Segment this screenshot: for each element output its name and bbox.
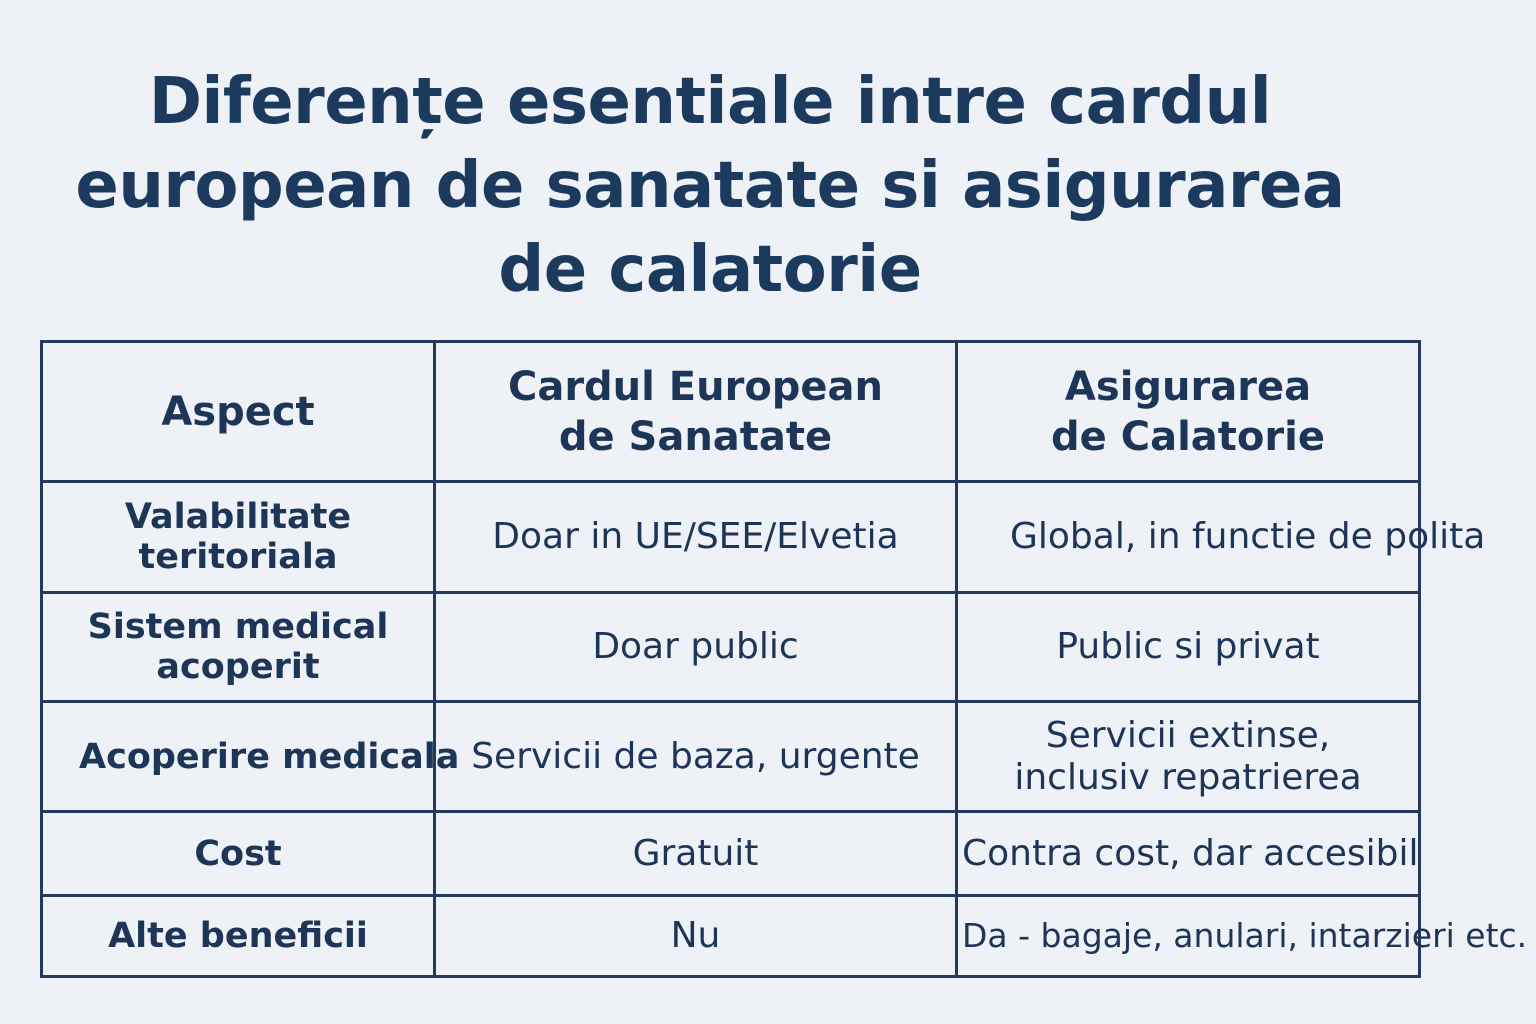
row-aspect-line-1: Acoperire medicala <box>79 736 460 777</box>
row-card-value: Nu <box>670 915 721 956</box>
row-insurance-cell: Da - bagaje, anulari, intarzieri etc. <box>955 894 1528 978</box>
header-card: Cardul European de Sanatate <box>433 340 958 483</box>
row-aspect-line-2: acoperit <box>156 647 320 687</box>
row-card-cell: Servicii de baza, urgente <box>433 700 958 813</box>
row-aspect-line-1: Alte beneficii <box>108 916 368 956</box>
table-row: Cost Gratuit Contra cost, dar accesibil <box>40 810 1421 897</box>
header-insurance-line-1: Asigurarea <box>1064 363 1312 410</box>
table-row: Acoperire medicala Servicii de baza, urg… <box>40 700 1421 813</box>
row-insurance-cell: Servicii extinse, inclusiv repatrierea <box>955 700 1421 813</box>
row-card-value: Servicii de baza, urgente <box>471 735 920 777</box>
row-insurance-cell: Global, in functie de polita <box>955 480 1486 594</box>
header-insurance: Asigurarea de Calatorie <box>955 340 1421 483</box>
row-insurance-line-1: Servicii extinse, <box>1045 714 1331 756</box>
row-aspect-line-2: teritoriala <box>138 537 338 577</box>
row-card-cell: Gratuit <box>433 810 958 897</box>
title-line-2: european de sanatate si asigurarea <box>75 149 1345 223</box>
row-aspect-line-1: Cost <box>194 833 282 874</box>
comparison-table: Aspect Cardul European de Sanatate Asigu… <box>40 340 1528 978</box>
row-insurance-value: Contra cost, dar accesibil <box>962 832 1419 874</box>
table-row: Alte beneficii Nu Da - bagaje, anulari, … <box>40 894 1528 978</box>
row-aspect-cell: Acoperire medicala <box>40 700 460 813</box>
header-card-line-2: de Sanatate <box>558 413 833 460</box>
title-line-1: Diferențe esentiale intre cardul <box>148 65 1272 139</box>
row-aspect-cell: Sistem medical acoperit <box>40 591 436 703</box>
row-insurance-cell: Contra cost, dar accesibil <box>955 810 1421 897</box>
page-title: Diferențe esentiale intre cardul europea… <box>60 60 1360 312</box>
header-aspect-label: Aspect <box>161 388 315 435</box>
row-aspect-cell: Alte beneficii <box>40 894 436 978</box>
row-insurance-cell: Public si privat <box>955 591 1421 703</box>
table-header-row: Aspect Cardul European de Sanatate Asigu… <box>40 340 1421 483</box>
title-line-3: de calatorie <box>498 233 922 307</box>
row-insurance-line-2: inclusiv repatrierea <box>1014 756 1362 798</box>
row-card-value: Gratuit <box>632 832 759 874</box>
row-aspect-line-1: Valabilitate <box>124 497 352 537</box>
row-card-value: Doar public <box>592 626 799 667</box>
row-aspect-line-1: Sistem medical <box>87 607 389 647</box>
row-aspect-cell: Valabilitate teritoriala <box>40 480 436 594</box>
header-aspect: Aspect <box>40 340 436 483</box>
header-card-line-1: Cardul European <box>507 363 884 410</box>
table-row: Sistem medical acoperit Doar public Publ… <box>40 591 1421 703</box>
row-insurance-value: Global, in functie de polita <box>1010 516 1486 557</box>
row-aspect-cell: Cost <box>40 810 436 897</box>
row-card-value: Doar in UE/SEE/Elvetia <box>492 516 899 557</box>
row-card-cell: Doar public <box>433 591 958 703</box>
row-insurance-value: Da - bagaje, anulari, intarzieri etc. <box>962 916 1528 955</box>
header-insurance-line-2: de Calatorie <box>1051 413 1325 460</box>
table-row: Valabilitate teritoriala Doar in UE/SEE/… <box>40 480 1486 594</box>
row-card-cell: Doar in UE/SEE/Elvetia <box>433 480 958 594</box>
row-insurance-value: Public si privat <box>1056 626 1320 667</box>
row-card-cell: Nu <box>433 894 958 978</box>
